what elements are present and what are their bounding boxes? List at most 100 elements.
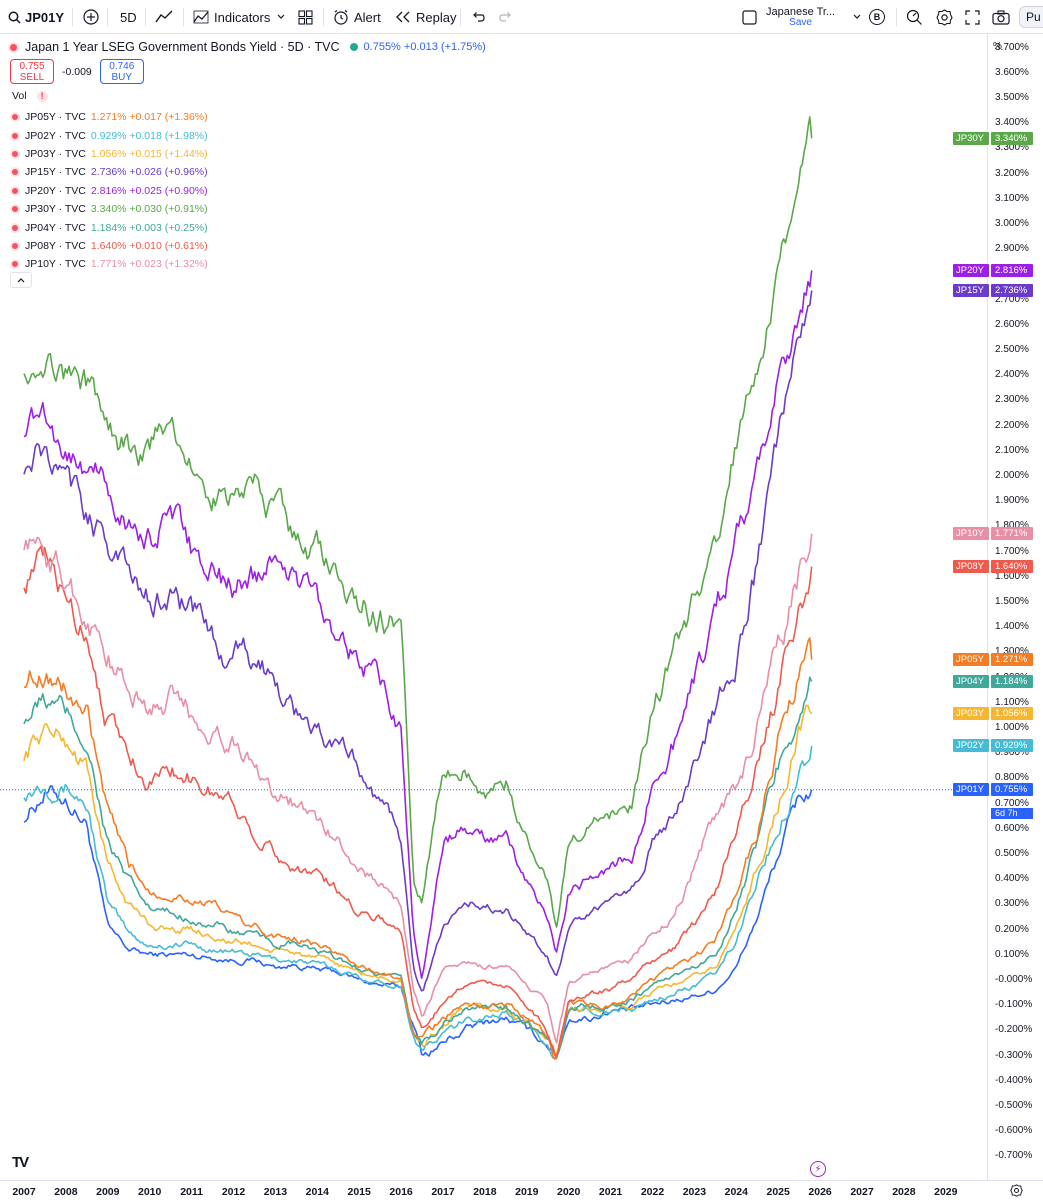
series-line-jp05y[interactable] (23, 637, 813, 1060)
toolbar-divider (183, 8, 184, 26)
compare-series-legend-item[interactable]: JP10Y · TVC 1.771% +0.023 (+1.32%) (10, 255, 208, 273)
year-tick-label: 2008 (54, 1186, 78, 1198)
market-status-icon (349, 43, 358, 51)
price-tick-label: -0.700% (995, 1150, 1033, 1162)
watchlist-checkbox[interactable] (742, 0, 757, 34)
price-tick-label: 0.100% (995, 948, 1029, 960)
series-name: JP10Y · TVC (25, 258, 86, 271)
interval-label: 5D (120, 9, 137, 25)
buy-price: 0.746 (109, 61, 135, 72)
broker-badge[interactable]: B (869, 0, 885, 34)
year-tick-label: 2023 (682, 1186, 707, 1198)
compare-symbol-button[interactable] (83, 0, 99, 34)
series-line-jp08y[interactable] (23, 545, 813, 1057)
main-series-legend[interactable]: Japan 1 Year LSEG Government Bonds Yield… (8, 38, 486, 56)
series-end-value: 1.056% (991, 707, 1033, 721)
chart-type-button[interactable] (155, 0, 173, 34)
price-tick-label: -0.600% (995, 1125, 1033, 1137)
series-line-jp30y[interactable] (23, 116, 813, 928)
gauge-icon (906, 9, 923, 26)
year-tick-label: 2015 (347, 1186, 371, 1198)
series-line-jp10y[interactable] (23, 533, 813, 1044)
compare-series-legend-item[interactable]: JP04Y · TVC 1.184% +0.003 (+0.25%) (10, 218, 208, 236)
alert-button[interactable]: Alert (333, 0, 381, 34)
warning-icon: ! (36, 90, 48, 102)
series-end-tag: JP03Y (953, 707, 989, 721)
publish-button[interactable]: Pu (1019, 6, 1043, 28)
gear-icon (936, 8, 953, 26)
compare-series-legend-item[interactable]: JP05Y · TVC 1.271% +0.017 (+1.36%) (10, 108, 208, 126)
series-line-jp02y[interactable] (23, 745, 813, 1060)
volume-label: Vol (12, 90, 27, 102)
chart-plot-area[interactable] (0, 34, 987, 1180)
series-end-tag: JP20Y (953, 263, 989, 277)
compare-series-legend-item[interactable]: JP20Y · TVC 2.816% +0.025 (+0.90%) (10, 182, 208, 200)
indicators-label: Indicators (214, 9, 271, 25)
compare-series-legend-item[interactable]: JP15Y · TVC 2.736% +0.026 (+0.96%) (10, 163, 208, 181)
year-tick-label: 2012 (221, 1186, 246, 1198)
plus-circle-icon (83, 9, 99, 25)
series-line-jp15y[interactable] (23, 290, 813, 992)
series-line-jp04y[interactable] (23, 676, 813, 1059)
indicators-dropdown[interactable] (276, 0, 286, 34)
compare-series-legend-item[interactable]: JP30Y · TVC 3.340% +0.030 (+0.91%) (10, 200, 208, 218)
series-end-value: 1.640% (991, 560, 1033, 574)
price-tick-label: 0.500% (995, 848, 1029, 859)
chart-legend: Japan 1 Year LSEG Government Bonds Yield… (8, 38, 486, 288)
price-tick-label: 3.100% (995, 192, 1029, 204)
symbol-search-button[interactable]: JP01Y (8, 0, 64, 34)
price-tick-label: 0.900% (995, 747, 1029, 759)
series-line-jp01y[interactable] (23, 785, 813, 1058)
fullscreen-button[interactable] (965, 0, 980, 34)
toolbar-divider (460, 8, 461, 26)
time-axis-border (0, 1180, 1043, 1181)
quick-search-button[interactable] (906, 0, 923, 34)
compare-series-legend-item[interactable]: JP02Y · TVC 0.929% +0.018 (+1.98%) (10, 126, 208, 144)
lightning-icon[interactable]: ⚡ (810, 1161, 826, 1177)
year-tick-label: 2019 (515, 1186, 539, 1198)
buy-button[interactable]: 0.746 BUY (99, 59, 144, 84)
sell-label: SELL (19, 72, 45, 83)
series-end-value: 1.771% (991, 527, 1033, 541)
legend-collapse-button[interactable] (10, 272, 32, 288)
layouts-button[interactable] (298, 0, 313, 34)
grid-layout-icon (298, 9, 313, 25)
year-tick-label: 2017 (431, 1186, 455, 1198)
series-status-icon (10, 222, 20, 233)
series-status-icon (10, 148, 20, 159)
series-end-value: 2.816% (991, 263, 1033, 277)
price-tick-label: 2.000% (995, 470, 1029, 481)
snapshot-button[interactable] (992, 0, 1010, 34)
tradingview-logo[interactable]: TV (12, 1154, 29, 1171)
series-line-jp03y[interactable] (23, 704, 813, 1055)
series-value: 2.816% +0.025 (+0.90%) (90, 184, 208, 197)
compare-series-legend-item[interactable]: JP03Y · TVC 1.056% +0.015 (+1.44%) (10, 145, 208, 163)
compare-series-legend-item[interactable]: JP08Y · TVC 1.640% +0.010 (+0.61%) (10, 237, 208, 255)
replay-button[interactable]: Replay (395, 0, 456, 34)
layout-dropdown[interactable] (852, 0, 862, 34)
indicators-button[interactable]: Indicators (193, 0, 270, 34)
price-tick-label: 1.800% (995, 520, 1029, 532)
year-tick-label: 2010 (138, 1186, 162, 1198)
series-end-tag: JP02Y (953, 739, 989, 753)
price-tick-label: 1.400% (995, 621, 1029, 633)
settings-button[interactable] (936, 0, 953, 34)
price-tick-label: 2.100% (995, 444, 1029, 456)
axis-settings-button[interactable] (1010, 1184, 1023, 1202)
toolbar-divider (145, 8, 146, 26)
undo-button[interactable] (471, 0, 485, 34)
series-name: JP30Y · TVC (25, 203, 86, 216)
redo-button[interactable] (499, 0, 513, 34)
price-tick-label: 3.700% (995, 41, 1029, 53)
year-tick-label: 2018 (473, 1186, 497, 1198)
main-series-price: 0.755% +0.013 (+1.75%) (363, 41, 486, 53)
price-tick-label: 3.500% (995, 92, 1029, 103)
interval-button[interactable]: 5D (120, 0, 137, 34)
layout-name-button[interactable]: Japanese Tr... Save (766, 0, 835, 34)
series-line-jp20y[interactable] (23, 270, 813, 980)
sell-button[interactable]: 0.755 SELL (10, 59, 54, 84)
price-tick-label: 2.600% (995, 318, 1029, 330)
series-end-value: 3.340% (991, 131, 1033, 145)
volume-legend[interactable]: Vol ! (12, 90, 48, 102)
series-status-icon (10, 204, 20, 215)
